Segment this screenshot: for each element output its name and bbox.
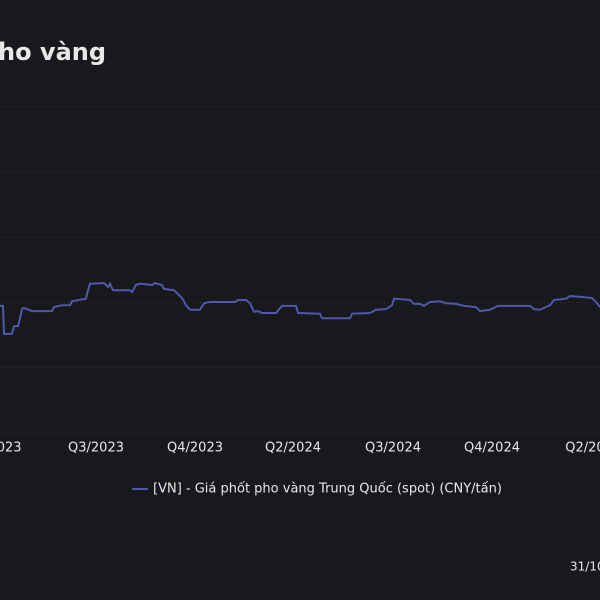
chart-title: ho vàng: [0, 38, 106, 66]
x-tick-label: 2023: [0, 441, 22, 456]
footer: 31/10: [570, 560, 600, 574]
x-tick-label: Q3/2024: [365, 441, 421, 456]
x-tick-label: Q3/2023: [68, 441, 124, 456]
legend-label: [VN] - Giá phốt pho vàng Trung Quốc (spo…: [153, 482, 502, 497]
series-line: [0, 281, 600, 335]
x-tick-label: Q2/20: [565, 441, 600, 456]
x-tick-label: Q4/2023: [167, 441, 223, 456]
x-tick-label: Q4/2024: [464, 441, 520, 456]
x-tick-label: Q2/2024: [265, 441, 321, 456]
